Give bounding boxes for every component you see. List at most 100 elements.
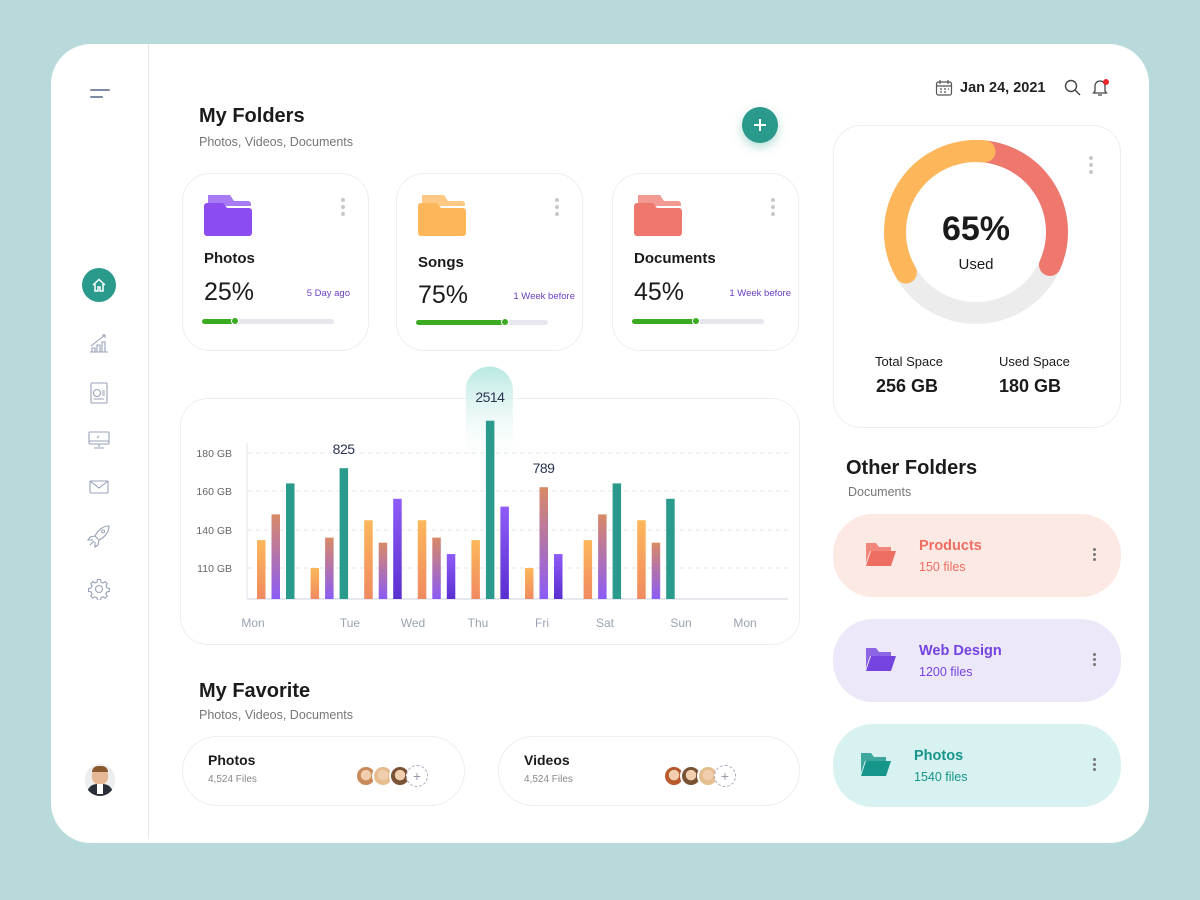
x-tick-label: Fri [535, 616, 549, 630]
storage-summary-card [833, 125, 1121, 428]
bar[interactable] [257, 540, 266, 599]
bar[interactable] [666, 498, 675, 599]
bar[interactable] [500, 506, 509, 599]
bar[interactable] [271, 514, 281, 599]
add-member-button[interactable]: + [406, 765, 428, 787]
other-folder-more-icon[interactable] [1093, 653, 1097, 666]
storage-donut-chart [884, 140, 1068, 324]
user-avatar[interactable] [85, 764, 115, 796]
bar[interactable] [637, 520, 646, 599]
bar[interactable] [310, 568, 320, 599]
folder-icon [204, 195, 252, 236]
folder-more-icon[interactable] [341, 198, 345, 216]
favorite-count: 4,524 Files [208, 774, 257, 785]
my-favorite-subtitle: Photos, Videos, Documents [199, 708, 354, 722]
sidebar-item-reports[interactable] [84, 378, 114, 408]
add-folder-button[interactable] [742, 107, 778, 143]
x-tick-label: Wed [401, 616, 425, 630]
bar[interactable] [378, 542, 388, 599]
bar[interactable] [485, 420, 495, 599]
x-tick-label: Mon [733, 616, 756, 630]
favorite-card[interactable] [498, 736, 800, 806]
other-folder-more-icon[interactable] [1093, 758, 1097, 771]
home-icon [92, 278, 106, 292]
x-tick-label: Mon [241, 616, 264, 630]
bar[interactable] [432, 537, 441, 599]
other-folder-name: Web Design [919, 643, 1002, 659]
search-icon[interactable] [1064, 79, 1081, 96]
folder-percent: 75% [418, 281, 469, 309]
bar[interactable] [286, 483, 295, 599]
y-tick-label: 160 GB [196, 486, 232, 498]
chart-growth-icon [90, 334, 108, 353]
used-percent: 65% [941, 210, 1011, 248]
notifications-button[interactable] [1091, 78, 1111, 98]
folder-more-icon[interactable] [771, 198, 775, 216]
other-folder-name: Photos [914, 748, 964, 764]
favorite-name: Photos [208, 752, 256, 768]
total-space-label: Total Space [875, 354, 943, 369]
folder-name: Documents [634, 250, 716, 267]
monitor-icon [88, 431, 110, 449]
calendar-icon[interactable] [935, 79, 953, 97]
bar[interactable] [364, 520, 373, 599]
bar[interactable] [417, 520, 427, 599]
y-tick-label: 180 GB [196, 448, 232, 460]
sidebar-item-settings[interactable] [84, 574, 114, 604]
donut-segment [962, 140, 1068, 276]
x-tick-label: Thu [468, 616, 489, 630]
other-folder-count: 1540 files [914, 770, 968, 784]
used-space-value: 180 GB [999, 376, 1062, 396]
folder-updated: 1 Week before [513, 291, 575, 302]
bar[interactable] [554, 554, 563, 599]
folder-progress-bar [632, 317, 764, 325]
folder-icon [634, 195, 682, 236]
used-label: Used [958, 256, 994, 273]
storage-more-icon[interactable] [1089, 156, 1093, 174]
sidebar-item-launch[interactable] [84, 521, 114, 551]
bar[interactable] [651, 542, 661, 599]
bar-value-label: 825 [333, 441, 356, 457]
gear-icon [88, 578, 110, 600]
x-tick-label: Tue [340, 616, 361, 630]
bar[interactable] [525, 568, 534, 599]
bar[interactable] [539, 487, 549, 599]
total-space-value: 256 GB [876, 376, 939, 396]
bar[interactable] [471, 540, 480, 599]
other-folder-count: 1200 files [919, 665, 973, 679]
other-folders-subtitle: Documents [848, 485, 912, 499]
sidebar-item-home[interactable] [82, 268, 116, 302]
bar[interactable] [446, 554, 456, 599]
sidebar-item-mail[interactable] [84, 472, 114, 502]
bar[interactable] [612, 483, 622, 599]
my-folders-title: My Folders [199, 105, 305, 127]
folder-percent: 45% [634, 278, 685, 306]
bar[interactable] [339, 468, 349, 599]
sidebar-divider [148, 44, 149, 839]
member-avatars: + [355, 765, 428, 787]
other-folder-count: 150 files [919, 560, 966, 574]
highlight-tooltip [465, 366, 513, 470]
sidebar-item-monitor[interactable] [84, 425, 114, 455]
other-folder-more-icon[interactable] [1093, 548, 1097, 561]
folder-updated: 1 Week before [729, 288, 791, 299]
folder-percent: 25% [204, 278, 255, 306]
bar[interactable] [598, 514, 607, 599]
bar[interactable] [583, 540, 593, 599]
folder-icon [418, 195, 466, 236]
bar[interactable] [393, 498, 402, 599]
folder-name: Photos [204, 250, 255, 267]
x-tick-label: Sat [596, 616, 615, 630]
folder-progress-bar [202, 317, 334, 325]
bar[interactable] [325, 537, 334, 599]
menu-toggle-icon[interactable] [90, 89, 114, 103]
folder-more-icon[interactable] [555, 198, 559, 216]
bell-icon [1092, 80, 1108, 96]
add-member-button[interactable]: + [714, 765, 736, 787]
favorite-name: Videos [524, 752, 570, 768]
rocket-icon [86, 525, 110, 549]
y-tick-label: 140 GB [196, 525, 232, 537]
other-folder-name: Products [919, 538, 982, 554]
sidebar-item-analytics[interactable] [84, 328, 114, 358]
